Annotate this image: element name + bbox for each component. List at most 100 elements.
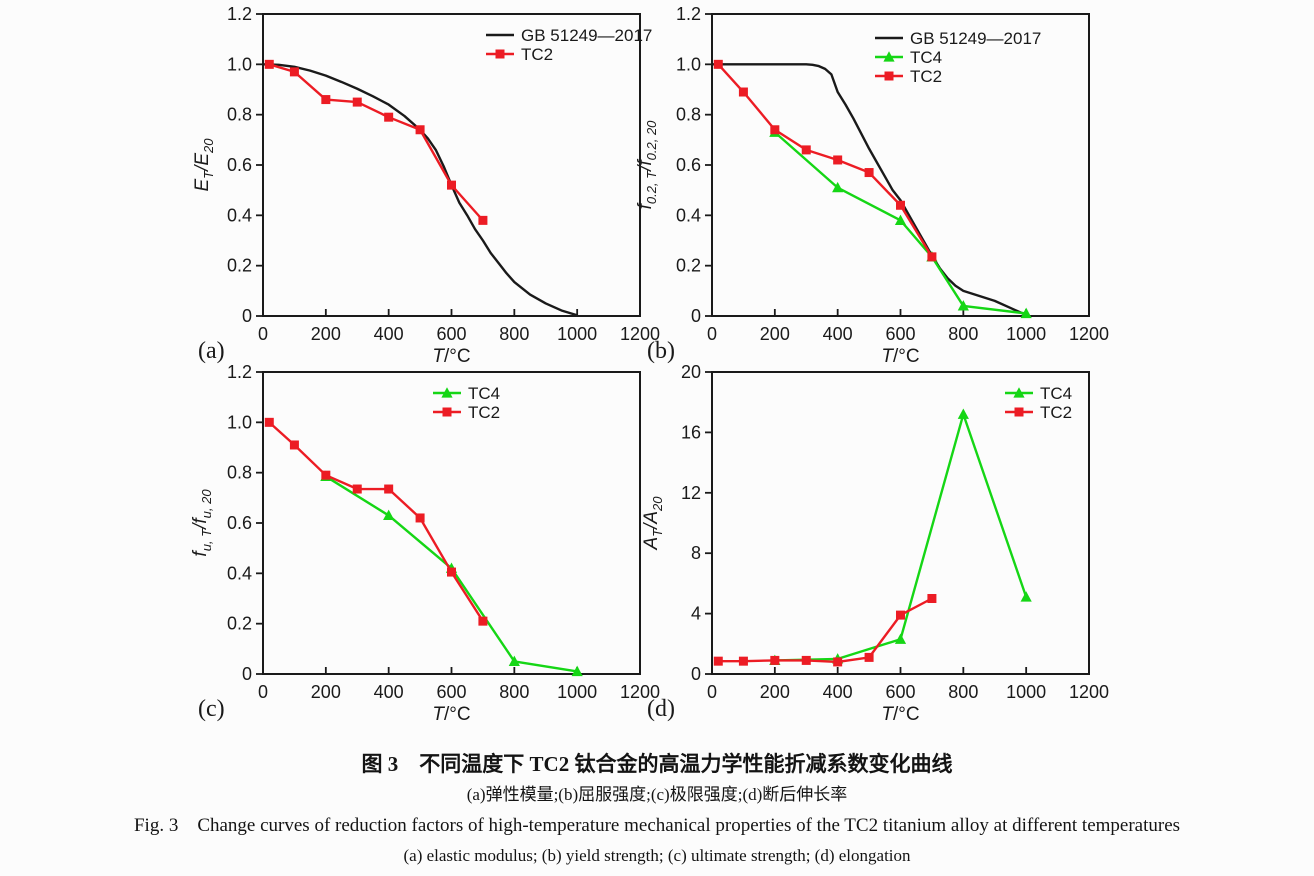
y-tick-label: 0.4: [227, 205, 252, 225]
triangle-marker: [894, 633, 907, 644]
y-axis-label: AT/A20: [641, 496, 665, 551]
series-line-TC2: [268, 421, 484, 622]
x-tick-label: 0: [707, 324, 717, 344]
y-tick-label: 12: [681, 483, 701, 503]
square-marker: [415, 125, 425, 135]
square-marker: [770, 655, 780, 665]
square-marker: [738, 656, 748, 666]
plot-frame: [262, 13, 641, 317]
x-tick-label: 1200: [620, 682, 660, 702]
y-tick-label: 0: [242, 664, 252, 684]
square-marker: [713, 656, 723, 666]
x-tick-label: 1200: [620, 324, 660, 344]
square-marker: [384, 484, 394, 494]
square-marker: [738, 87, 748, 97]
y-tick-label: 0: [691, 306, 701, 326]
legend-label: TC2: [521, 45, 553, 64]
subplot-yield-strength: 0 200 400 600 800 1000 1200 0 0.2 0.4 0.6 0.8 1.0 1.2…: [635, 4, 1109, 367]
panel-label-a: (a): [198, 338, 225, 364]
square-marker: [384, 112, 394, 122]
square-marker: [447, 180, 456, 190]
x-tick-label: 1000: [557, 682, 597, 702]
series-line-GB 51249—2017: [262, 63, 578, 317]
square-marker: [864, 168, 874, 178]
panel-label-d: (d): [647, 696, 675, 722]
square-marker: [864, 652, 874, 662]
x-tick-label: 200: [760, 682, 790, 702]
square-marker: [321, 95, 331, 105]
square-marker: [896, 200, 905, 210]
y-tick-label: 0.2: [227, 256, 252, 276]
square-marker: [801, 655, 811, 665]
square-marker: [896, 610, 905, 620]
y-tick-label: 0.2: [676, 256, 701, 276]
square-marker: [289, 440, 299, 450]
x-tick-label: 800: [499, 324, 529, 344]
x-tick-label: 400: [374, 324, 404, 344]
triangle-marker: [1013, 387, 1025, 398]
y-tick-label: 20: [681, 362, 701, 382]
y-tick-label: 1.0: [227, 54, 252, 74]
caption-en-subtitle: (a) elastic modulus; (b) yield strength;…: [403, 846, 911, 865]
series-line-GB 51249—2017: [712, 63, 1027, 317]
square-marker: [770, 125, 780, 135]
y-tick-label: 1.0: [676, 54, 701, 74]
series-line-TC4: [774, 131, 1027, 315]
square-marker: [495, 49, 505, 59]
x-tick-label: 800: [948, 682, 978, 702]
square-marker: [478, 616, 488, 626]
x-tick-label: 0: [258, 324, 268, 344]
y-tick-label: 0.2: [227, 614, 252, 634]
panel-label-b: (b): [647, 338, 675, 364]
triangle-marker: [894, 214, 907, 225]
x-tick-label: 1000: [557, 324, 597, 344]
y-axis-label: f0.2, T/f0.2, 20: [635, 120, 659, 210]
triangle-marker: [508, 655, 520, 667]
y-tick-label: 0.4: [676, 205, 701, 225]
plot-frame: [262, 371, 641, 675]
series-line-TC4: [774, 413, 1028, 662]
triangle-marker: [883, 51, 895, 62]
legend-label: TC2: [1040, 403, 1072, 422]
square-marker: [321, 470, 331, 480]
x-tick-label: 200: [311, 324, 341, 344]
y-tick-label: 1.2: [676, 4, 701, 24]
y-tick-label: 0.8: [227, 105, 252, 125]
square-marker: [927, 252, 937, 262]
y-tick-label: 0.6: [227, 155, 252, 175]
x-tick-label: 600: [436, 682, 466, 702]
x-tick-label: 200: [760, 324, 790, 344]
plot-frame: [711, 13, 1090, 317]
square-marker: [352, 97, 362, 107]
y-tick-label: 0: [242, 306, 252, 326]
square-marker: [713, 59, 723, 69]
y-tick-label: 1.0: [227, 412, 252, 432]
x-axis-label: T/°C: [881, 704, 919, 725]
x-tick-label: 400: [823, 324, 853, 344]
triangle-marker: [832, 181, 844, 193]
square-marker: [442, 407, 452, 417]
x-axis-label: T/°C: [881, 346, 919, 367]
series-line-TC2: [717, 63, 933, 258]
square-marker: [264, 59, 274, 69]
y-axis-label: ET/E20: [192, 138, 216, 192]
y-tick-label: 0.8: [227, 463, 252, 483]
x-tick-label: 600: [885, 682, 915, 702]
x-tick-label: 1000: [1006, 324, 1046, 344]
y-tick-label: 16: [681, 422, 701, 442]
square-marker: [478, 215, 488, 225]
x-tick-label: 600: [885, 324, 915, 344]
y-tick-label: 0.6: [676, 155, 701, 175]
x-tick-label: 0: [707, 682, 717, 702]
square-marker: [264, 417, 274, 427]
legend-label: GB 51249—2017: [521, 26, 652, 45]
square-marker: [352, 484, 362, 494]
triangle-marker: [1020, 307, 1032, 319]
series-line-TC2: [268, 63, 484, 222]
triangle-marker: [571, 665, 583, 677]
square-marker: [447, 567, 456, 577]
triangle-marker: [441, 387, 453, 398]
y-tick-label: 4: [691, 604, 701, 624]
